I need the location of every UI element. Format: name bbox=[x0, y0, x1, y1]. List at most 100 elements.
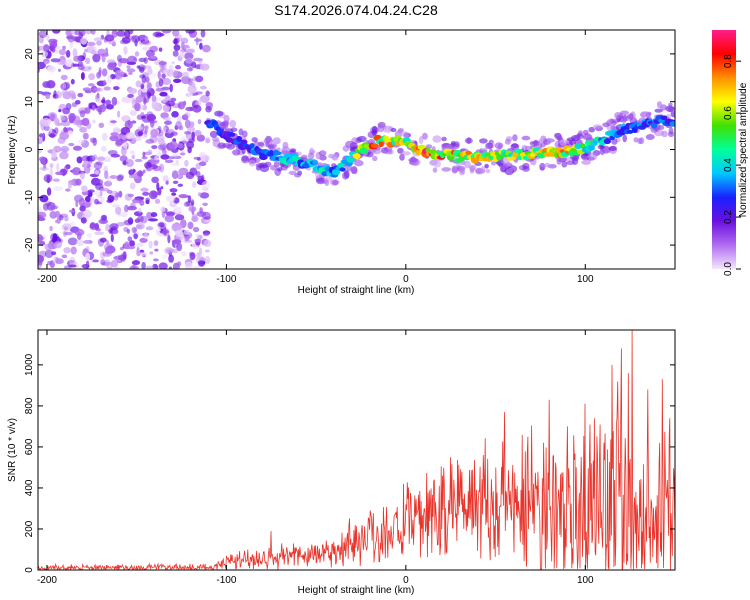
noise-blob bbox=[88, 45, 97, 54]
noise-blob bbox=[99, 187, 110, 192]
noise-blob bbox=[81, 185, 88, 193]
noise-blob bbox=[170, 131, 178, 136]
noise-blob bbox=[116, 175, 124, 182]
ridge-halo-blob bbox=[318, 150, 327, 157]
ridge-core-blob bbox=[249, 143, 255, 149]
noise-blob bbox=[38, 63, 41, 69]
noise-blob bbox=[110, 259, 119, 268]
noise-blob bbox=[117, 254, 127, 261]
noise-blob bbox=[191, 199, 195, 207]
ridge-halo-blob bbox=[602, 122, 610, 128]
noise-blob bbox=[160, 154, 170, 160]
noise-blob bbox=[64, 265, 72, 269]
noise-blob bbox=[199, 42, 203, 50]
noise-blob bbox=[127, 119, 131, 127]
noise-blob bbox=[47, 65, 56, 73]
ridge-halo-blob bbox=[522, 162, 530, 170]
noise-blob bbox=[75, 178, 82, 186]
noise-blob bbox=[146, 82, 152, 91]
noise-blob bbox=[89, 222, 96, 229]
noise-blob bbox=[153, 258, 159, 262]
ridge-halo-blob bbox=[610, 125, 617, 131]
noise-blob bbox=[67, 34, 75, 43]
colorbar-tick-label: 0.4 bbox=[723, 158, 734, 172]
ridge-halo-blob bbox=[544, 162, 550, 168]
snr-ytick-label: 0 bbox=[24, 567, 35, 573]
noise-blob bbox=[102, 251, 112, 257]
noise-blob bbox=[84, 65, 92, 73]
noise-blob bbox=[77, 64, 85, 71]
noise-blob bbox=[38, 211, 47, 219]
noise-blob bbox=[84, 107, 91, 114]
noise-blob bbox=[104, 170, 109, 180]
noise-blob bbox=[82, 209, 92, 218]
ridge-halo-blob bbox=[372, 149, 382, 155]
noise-blob bbox=[94, 231, 105, 236]
ridge-core-blob bbox=[312, 160, 318, 165]
noise-blob bbox=[49, 133, 56, 138]
ridge-halo-blob bbox=[432, 167, 438, 173]
noise-blob bbox=[38, 259, 43, 266]
noise-blob bbox=[145, 265, 154, 269]
noise-blob bbox=[86, 122, 92, 129]
noise-blob bbox=[54, 91, 63, 99]
noise-blob bbox=[97, 228, 101, 232]
noise-blob bbox=[67, 237, 78, 246]
noise-blob bbox=[136, 65, 141, 69]
ridge-halo-blob bbox=[307, 152, 315, 160]
noise-blob bbox=[93, 87, 104, 92]
noise-blob bbox=[93, 161, 103, 170]
noise-blob bbox=[169, 83, 173, 93]
noise-blob bbox=[56, 162, 60, 172]
noise-blob bbox=[44, 243, 52, 251]
noise-blob bbox=[198, 161, 207, 167]
ridge-halo-blob bbox=[445, 144, 453, 149]
noise-blob bbox=[202, 44, 211, 53]
ridge-halo-blob bbox=[289, 148, 297, 153]
spectrogram-ytick-label: -10 bbox=[24, 190, 35, 205]
noise-blob bbox=[77, 92, 84, 98]
noise-blob bbox=[194, 238, 202, 243]
noise-blob bbox=[186, 92, 193, 97]
noise-blob bbox=[87, 83, 95, 87]
ridge-halo-blob bbox=[241, 156, 250, 164]
ridge-halo-blob bbox=[559, 139, 567, 146]
noise-blob bbox=[62, 45, 66, 50]
noise-blob bbox=[162, 77, 171, 86]
noise-blob bbox=[83, 201, 91, 208]
noise-blob bbox=[91, 154, 98, 161]
noise-blob bbox=[180, 144, 185, 151]
ridge-core-blob bbox=[497, 154, 504, 159]
noise-blob bbox=[72, 167, 81, 176]
noise-blob bbox=[141, 75, 146, 84]
ridge-halo-blob bbox=[382, 125, 393, 133]
ridge-halo-blob bbox=[219, 122, 229, 128]
noise-blob bbox=[73, 55, 82, 62]
noise-blob bbox=[60, 145, 70, 153]
noise-blob bbox=[137, 126, 144, 131]
ridge-halo-blob bbox=[621, 116, 627, 125]
noise-blob bbox=[150, 128, 159, 138]
noise-blob bbox=[41, 117, 51, 127]
ridge-halo-blob bbox=[398, 128, 404, 133]
noise-blob bbox=[127, 236, 133, 242]
noise-blob bbox=[183, 201, 190, 207]
noise-blob bbox=[38, 156, 46, 162]
noise-blob bbox=[73, 145, 82, 151]
noise-blob bbox=[105, 99, 111, 106]
noise-blob bbox=[131, 35, 141, 43]
noise-blob bbox=[183, 229, 190, 236]
noise-blob bbox=[107, 175, 111, 183]
noise-blob bbox=[142, 169, 146, 174]
noise-blob bbox=[117, 174, 125, 180]
noise-blob bbox=[50, 233, 59, 242]
noise-blob bbox=[85, 195, 91, 203]
ridge-halo-blob bbox=[258, 141, 265, 147]
snr-xtick-label: -200 bbox=[37, 575, 57, 586]
noise-blob bbox=[161, 86, 171, 91]
ridge-core-blob bbox=[465, 150, 472, 155]
noise-blob bbox=[103, 86, 111, 91]
noise-blob bbox=[131, 154, 135, 160]
spectrogram-ylabel: Frequency (Hz) bbox=[7, 116, 18, 185]
